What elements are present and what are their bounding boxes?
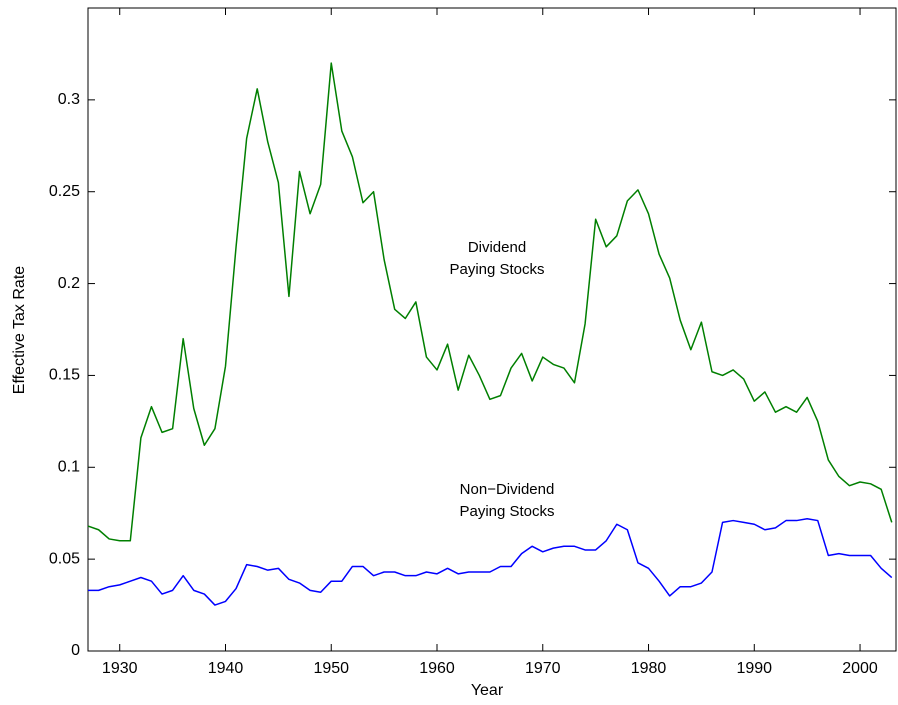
y-tick-label: 0.25 [49,183,80,200]
x-tick-label: 1980 [631,660,667,677]
annotation: Paying Stocks [459,503,554,520]
y-tick-label: 0.1 [58,459,80,476]
x-tick-label: 2000 [842,660,878,677]
y-tick-label: 0.3 [58,91,80,108]
x-axis-label: Year [471,682,504,699]
x-tick-label: 1960 [419,660,455,677]
x-tick-label: 1950 [313,660,349,677]
y-tick-label: 0.05 [49,550,80,567]
plot-frame [87,7,897,652]
annotation: Non−Dividend [460,481,555,498]
y-tick-label: 0.15 [49,367,80,384]
annotation: Dividend [468,239,526,256]
x-tick-label: 1990 [736,660,772,677]
y-tick-label: 0.2 [58,275,80,292]
x-tick-label: 1970 [525,660,561,677]
annotation: Paying Stocks [449,261,544,278]
x-tick-label: 1930 [102,660,138,677]
y-tick-label: 0 [71,642,80,659]
y-axis-label: Effective Tax Rate [11,266,28,394]
data-line [88,517,893,606]
data-line [87,62,893,542]
x-tick-label: 1940 [208,660,244,677]
